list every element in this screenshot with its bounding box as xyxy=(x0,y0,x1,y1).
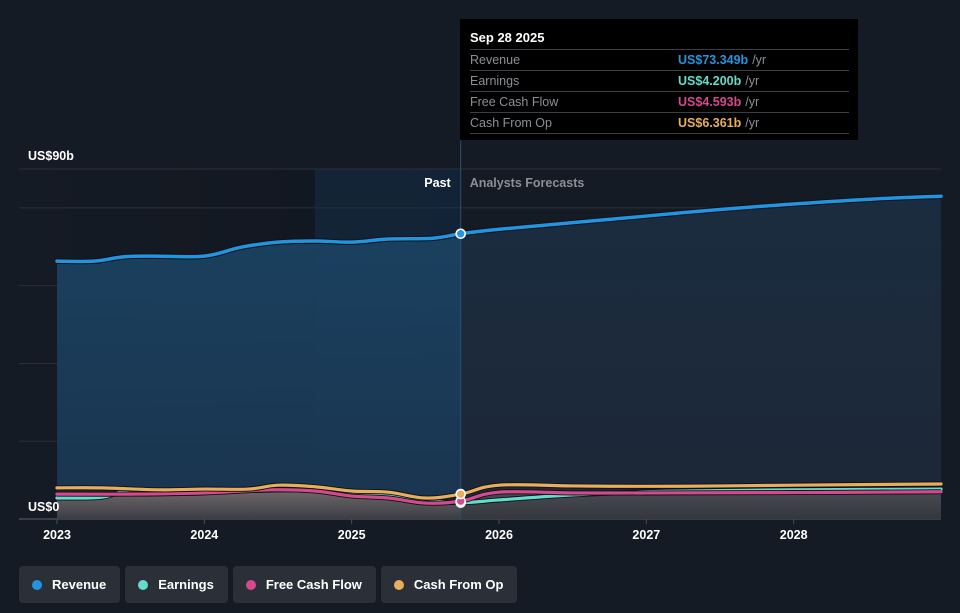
tooltip-unit: /yr xyxy=(745,116,760,130)
y-tick-label-bottom: US$0 xyxy=(28,500,59,514)
y-tick-label-top: US$90b xyxy=(28,149,74,163)
legend-dot-icon xyxy=(32,579,42,590)
legend-item-cash-from-op[interactable]: Cash From Op xyxy=(380,566,518,603)
tooltip-value: US$73.349b xyxy=(678,53,749,67)
tooltip-value: US$6.361b xyxy=(678,116,742,130)
tooltip-row-free-cash-flow: Free Cash Flow US$4.593b /yr xyxy=(470,92,849,113)
tooltip-label: Revenue xyxy=(470,53,521,67)
cash-from-op-marker xyxy=(455,488,466,500)
x-tick-label: 2028 xyxy=(780,528,808,542)
lower-area-forecast xyxy=(461,491,941,519)
legend-label: Free Cash Flow xyxy=(265,577,362,592)
legend-item-earnings[interactable]: Earnings xyxy=(125,566,228,603)
tooltip-row-earnings: Earnings US$4.200b /yr xyxy=(470,71,849,92)
revenue-line xyxy=(55,194,943,264)
tooltip-label: Cash From Op xyxy=(470,116,552,130)
tooltip-row-cash-from-op: Cash From Op US$6.361b /yr xyxy=(470,113,849,134)
legend-label: Earnings xyxy=(158,577,214,592)
tooltip-label: Free Cash Flow xyxy=(470,95,559,109)
tooltip-row-revenue: Revenue US$73.349b /yr xyxy=(470,50,849,71)
revenue-marker xyxy=(455,228,466,240)
legend-item-free-cash-flow[interactable]: Free Cash Flow xyxy=(232,566,376,603)
cash-from-op-line xyxy=(55,482,943,500)
legend-dot-icon xyxy=(245,579,256,590)
free-cash-flow-line xyxy=(55,488,943,505)
x-tick-label: 2023 xyxy=(43,528,71,542)
legend: Revenue Earnings Free Cash Flow Cash Fro… xyxy=(19,566,518,603)
revenue-area-forecast xyxy=(461,196,941,519)
forecast-label: Analysts Forecasts xyxy=(470,176,585,190)
x-tick-label: 2024 xyxy=(190,528,218,542)
legend-label: Cash From Op xyxy=(413,577,504,592)
x-tick-label: 2027 xyxy=(632,528,660,542)
x-tick-label: 2025 xyxy=(338,528,366,542)
legend-dot-icon xyxy=(393,579,404,590)
revenue-area-past xyxy=(57,233,461,519)
tooltip-value: US$4.593b xyxy=(678,95,742,109)
x-tick-label: 2026 xyxy=(485,528,513,542)
legend-dot-icon xyxy=(138,579,149,590)
tooltip-unit: /yr xyxy=(752,53,767,67)
chart-area: Past Analysts Forecasts US$90b US$0 2023… xyxy=(19,140,943,542)
tooltip-label: Earnings xyxy=(470,74,520,88)
tooltip-unit: /yr xyxy=(745,74,760,88)
tooltip-unit: /yr xyxy=(745,95,760,109)
tooltip-date: Sep 28 2025 xyxy=(470,29,849,50)
legend-item-revenue[interactable]: Revenue xyxy=(19,566,121,603)
tooltip: Sep 28 2025 Revenue US$73.349b /yr Earni… xyxy=(460,19,858,140)
legend-label: Revenue xyxy=(52,577,107,592)
tooltip-value: US$4.200b xyxy=(678,74,742,88)
past-label: Past xyxy=(424,176,451,190)
